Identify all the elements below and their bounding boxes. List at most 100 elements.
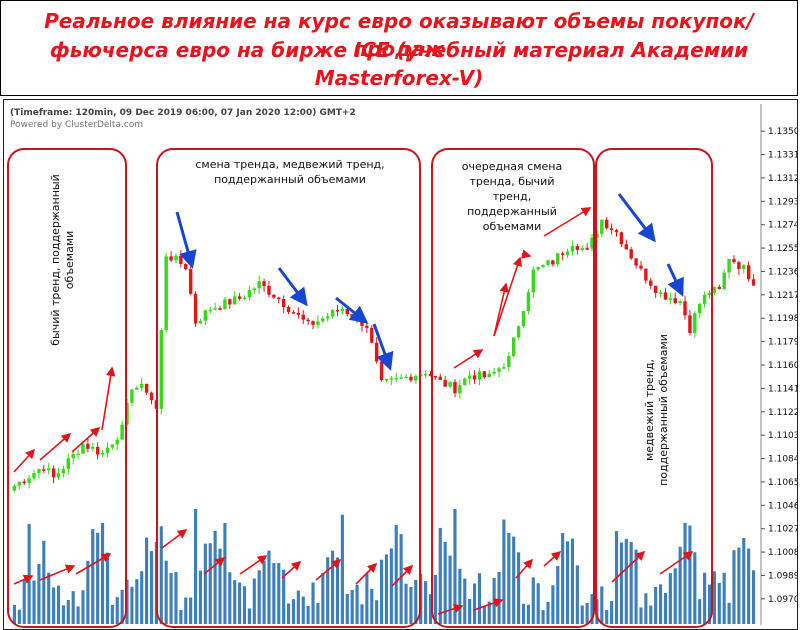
annotation-reversal-line: объемами	[483, 220, 542, 233]
arrow-up-red	[493, 256, 523, 337]
candle-body	[717, 286, 722, 290]
volume-bar	[541, 610, 545, 624]
annotation-bearish-line: смена тренда, медвежий тренд,	[195, 158, 384, 171]
y-tick-label: 1.1350	[768, 127, 797, 137]
candle-body	[135, 387, 139, 390]
candle-body	[316, 321, 320, 325]
candle-body	[409, 376, 413, 381]
volume-bar	[198, 570, 203, 624]
candle-body	[384, 379, 389, 381]
y-tick-label: 1.1179	[768, 338, 797, 348]
y-tick-label: 1.1103	[768, 431, 797, 441]
arrow-up-red	[101, 366, 116, 431]
candle-body	[663, 292, 668, 300]
volume-bar	[360, 604, 364, 624]
candle-body	[433, 375, 438, 378]
volume-bar	[389, 548, 393, 624]
annotation-bear2-line: поддержанный объемами	[657, 334, 670, 486]
volume-bar	[512, 536, 516, 624]
volume-bar	[683, 522, 687, 624]
volume-bar	[727, 602, 731, 624]
volume-bar	[242, 586, 247, 624]
volume-bar	[580, 605, 584, 624]
price-axis: 1.1350 1.1331 1.1312 1.1293 1.1274 1.1255 1.12…	[760, 104, 797, 625]
candle-body	[110, 444, 115, 448]
candle-body	[37, 469, 41, 474]
arrow-up-red	[453, 349, 484, 369]
volume-bar	[272, 563, 276, 624]
volume-bar	[335, 557, 340, 624]
candle-body	[252, 288, 257, 291]
candle-body	[487, 373, 491, 378]
volume-bar	[321, 573, 325, 624]
volume-bar	[722, 572, 726, 624]
candle-body	[159, 330, 164, 409]
candle-body	[423, 373, 428, 376]
volume-bar	[384, 554, 389, 624]
candle-body	[693, 313, 697, 333]
arrow-up-red	[39, 564, 76, 581]
candle-body	[203, 310, 208, 321]
candle-body	[678, 301, 682, 304]
candle-body	[668, 298, 673, 300]
volume-bar	[698, 599, 702, 624]
volume-bar	[218, 548, 222, 624]
trend-arrows	[13, 193, 694, 615]
volume-bar	[732, 550, 736, 624]
volume-bar	[355, 584, 359, 624]
candle-body	[556, 253, 560, 265]
annotation-frames	[7, 148, 713, 628]
candle-body	[95, 446, 100, 455]
candle-body	[658, 292, 663, 294]
candle-body	[614, 230, 619, 233]
candle-body	[61, 468, 66, 474]
candle-body	[291, 312, 296, 314]
arrow-up-red	[281, 560, 302, 579]
candle-body	[71, 453, 75, 459]
title-line-1: Реальное влияние на курс евро оказывают …	[44, 9, 754, 61]
candle-body	[340, 308, 345, 312]
volume-bar	[208, 543, 212, 624]
volume-bar	[174, 571, 178, 624]
volume-bar	[482, 606, 486, 624]
candle-body	[536, 267, 540, 270]
volume-bar	[164, 560, 168, 624]
volume-bar	[169, 573, 173, 624]
volume-bar	[433, 575, 437, 624]
y-tick-label: 1.0989	[768, 571, 797, 581]
volume-bar	[751, 570, 756, 624]
candle-body	[115, 439, 119, 445]
candle-body	[482, 371, 487, 378]
volume-bar	[409, 587, 413, 624]
y-tick-label: 1.1046	[768, 501, 797, 511]
candle-body	[600, 219, 604, 234]
arrow-up-red	[161, 529, 188, 549]
arrow-down-blue	[277, 267, 308, 307]
candle-body	[472, 375, 477, 380]
volume-bar	[394, 525, 398, 624]
volume-bar	[27, 523, 31, 624]
arrow-up-red	[659, 551, 694, 575]
candle-body	[262, 281, 266, 286]
candle-body	[639, 265, 643, 269]
volume-bar	[521, 603, 526, 624]
candle-body	[56, 473, 61, 478]
candle-body	[511, 337, 516, 356]
annotation-bullish: бычий тренд, поддержанный объемами	[49, 174, 76, 345]
volume-bar	[257, 570, 261, 624]
arrow-up-red	[315, 558, 342, 581]
volume-bar	[370, 588, 374, 624]
volume-bar	[590, 594, 594, 624]
candle-body	[365, 325, 369, 328]
candle-body	[311, 321, 315, 325]
candle-body	[531, 269, 536, 293]
arrow-down-blue	[666, 263, 684, 297]
volume-bar	[668, 573, 672, 624]
candle-body	[374, 342, 379, 362]
y-tick-label: 1.1027	[768, 525, 797, 535]
candle-body	[609, 228, 614, 231]
candle-body	[91, 446, 95, 449]
annotation-bear2-line: медвежий тренд,	[643, 359, 656, 461]
candle-body	[565, 251, 570, 256]
candle-body	[722, 272, 726, 290]
